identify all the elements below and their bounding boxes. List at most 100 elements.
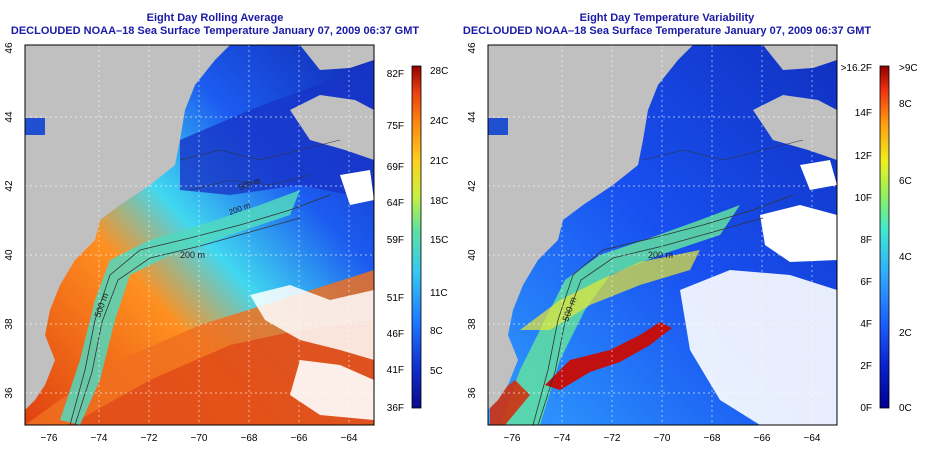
cloud-patch <box>760 205 837 262</box>
colorbar-label: 75F <box>387 121 404 132</box>
lon-tick-label: −66 <box>754 433 771 444</box>
bathymetry-contour-500m <box>74 217 301 425</box>
lon-tick-label: −70 <box>654 433 671 444</box>
variability-colorbar <box>879 65 890 409</box>
variability-colorbar-c-labels: >9C 8C 6C 4C 2C 0C <box>899 63 918 414</box>
lat-tick-label: 38 <box>467 318 478 330</box>
lon-tick-label: −66 <box>291 433 308 444</box>
bathymetry-contour <box>179 139 341 161</box>
bathymetry-contour-200m <box>69 194 331 425</box>
lat-tick-label: 38 <box>4 318 15 330</box>
lat-tick-label: 40 <box>467 249 478 261</box>
inland-water <box>488 118 508 135</box>
land-mass-north <box>300 45 374 70</box>
bathymetry-contour <box>642 139 804 161</box>
land-mass-north <box>763 45 837 70</box>
lon-tick-label: −68 <box>241 433 258 444</box>
lat-tick-label: 46 <box>4 42 15 54</box>
nova-scotia <box>753 95 837 160</box>
left-lat-axis: 46 44 42 40 38 36 <box>4 42 15 399</box>
sst-map-frame <box>24 44 375 426</box>
colorbar-label: 5C <box>430 366 443 377</box>
lon-tick-label: −74 <box>91 433 108 444</box>
colorbar-label: 10F <box>855 193 872 204</box>
sst-colorbar-c-labels: 28C 24C 21C 18C 15C 11C 8C 5C <box>430 66 448 377</box>
cold-water <box>180 60 374 200</box>
colorbar-label: 2F <box>860 361 872 372</box>
colorbar-label: 0F <box>860 403 872 414</box>
graticule <box>25 45 374 425</box>
graticule <box>488 45 837 425</box>
cloud-patch <box>800 160 837 190</box>
colorbar-label: 8F <box>860 235 872 246</box>
left-panel-title: Eight Day Rolling Average <box>146 12 284 24</box>
cloud-patch <box>340 170 374 205</box>
colorbar-label: 46F <box>387 329 404 340</box>
gulf-stream-filament <box>545 322 672 390</box>
colorbar-label: 6C <box>899 176 912 187</box>
sst-colorbar <box>411 65 422 409</box>
right-lon-axis: −76 −74 −72 −70 −68 −66 −64 <box>504 433 821 444</box>
colorbar-label: 11C <box>430 288 448 299</box>
lat-tick-label: 36 <box>4 387 15 399</box>
lon-tick-label: −76 <box>504 433 521 444</box>
lon-tick-label: −76 <box>41 433 58 444</box>
shelf-water <box>60 190 300 425</box>
cloud-patch <box>290 360 374 420</box>
bathymetry-contour-500m <box>537 217 764 425</box>
right-panel-subtitle: DECLOUDED NOAA–18 Sea Surface Temperatur… <box>462 25 872 37</box>
right-lat-axis: 46 44 42 40 38 36 <box>467 42 478 399</box>
colorbar-label: 41F <box>387 365 404 376</box>
colorbar-label: 12F <box>855 151 872 162</box>
colorbar-label: 24C <box>430 116 448 127</box>
colorbar-label: 14F <box>855 108 872 119</box>
lon-tick-label: −72 <box>604 433 621 444</box>
nova-scotia <box>290 95 374 160</box>
variability-colorbar-f-labels: >16.2F 14F 12F 10F 8F 6F 4F 2F 0F <box>841 63 872 414</box>
colorbar-label: 28C <box>430 66 448 77</box>
lat-tick-label: 42 <box>467 180 478 192</box>
colorbar-label: 8C <box>430 326 443 337</box>
left-panel-subtitle: DECLOUDED NOAA–18 Sea Surface Temperatur… <box>10 25 420 37</box>
contour-label: 200 m <box>648 250 673 260</box>
lon-tick-label: −68 <box>704 433 721 444</box>
colorbar-label: 0C <box>899 403 912 414</box>
contour-label: 200 m <box>180 250 205 260</box>
sst-colorbar-f-labels: 82F 75F 69F 64F 59F 51F 46F 41F 36F <box>387 69 404 414</box>
colorbar-label: 59F <box>387 235 404 246</box>
bathymetry-contour-200m <box>532 194 794 425</box>
lon-tick-label: −72 <box>141 433 158 444</box>
right-panel-title: Eight Day Temperature Variability <box>579 12 755 24</box>
cloud-patch <box>250 285 374 360</box>
colorbar-label: 15C <box>430 235 448 246</box>
colorbar-label: 2C <box>899 328 912 339</box>
colorbar-label: 36F <box>387 403 404 414</box>
colorbar-label: 21C <box>430 156 448 167</box>
colorbar-label: 8C <box>899 99 912 110</box>
variability-map <box>488 45 837 425</box>
lat-tick-label: 46 <box>467 42 478 54</box>
lon-tick-label: −64 <box>804 433 821 444</box>
variability-map-frame <box>487 44 838 426</box>
sst-map <box>25 45 374 425</box>
lat-tick-label: 36 <box>467 387 478 399</box>
colorbar-label: 64F <box>387 198 404 209</box>
colorbar-label: 69F <box>387 162 404 173</box>
lon-tick-label: −70 <box>191 433 208 444</box>
colorbar-label: >16.2F <box>841 63 872 74</box>
land-mass-west <box>25 45 230 410</box>
lon-tick-label: −64 <box>341 433 358 444</box>
colorbar-label: 51F <box>387 293 404 304</box>
lat-tick-label: 42 <box>4 180 15 192</box>
lat-tick-label: 44 <box>467 111 478 123</box>
left-lon-axis: −76 −74 −72 −70 −68 −66 −64 <box>41 433 358 444</box>
high-variability <box>520 250 700 330</box>
colorbar-label: 4F <box>860 319 872 330</box>
coastal-filament <box>490 380 530 425</box>
colorbar-label: 4C <box>899 252 912 263</box>
inland-water <box>25 118 45 135</box>
colorbar-label: 6F <box>860 277 872 288</box>
lon-tick-label: −74 <box>554 433 571 444</box>
colorbar-label: >9C <box>899 63 918 74</box>
